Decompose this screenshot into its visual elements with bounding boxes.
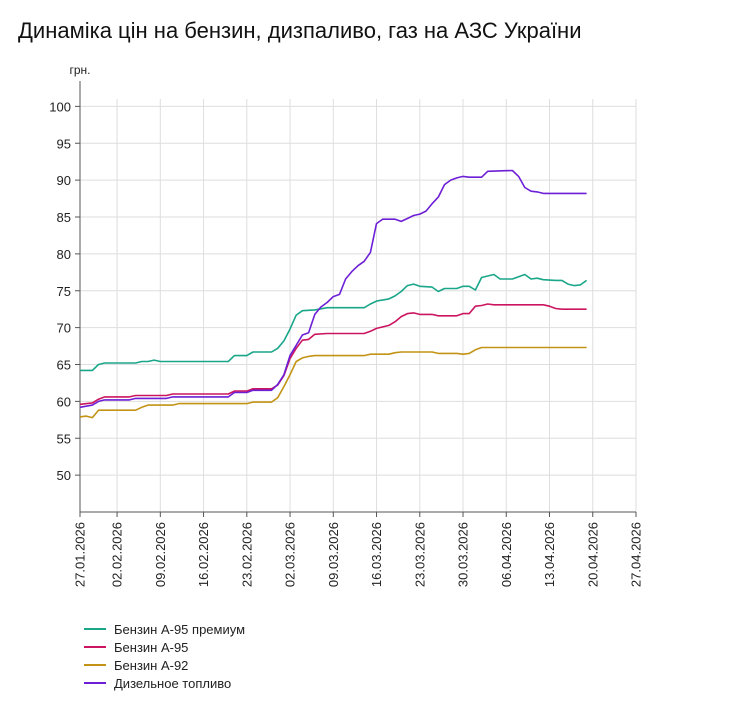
y-tick-label: 50 [57,468,71,483]
legend: Бензин А-95 премиум Бензин А-95 Бензин А-9… [84,620,245,692]
y-tick-label: 95 [57,136,71,151]
y-tick-label: 60 [57,394,71,409]
y-tick-label: 90 [57,173,71,188]
x-tick-label: 02.02.2026 [110,522,125,587]
x-tick-label: 23.03.2026 [412,522,427,587]
legend-label: Дизельное топливо [114,675,232,691]
y-tick-label: 100 [49,99,71,114]
series-line-3[interactable] [79,169,587,409]
y-tick-label: 55 [57,431,71,446]
legend-swatch [84,628,106,630]
y-tick-label: 75 [57,284,71,299]
legend-item[interactable]: Бензин А-92 [84,656,245,674]
x-tick-label: 16.02.2026 [196,522,211,587]
x-tick-label: 02.03.2026 [283,522,298,587]
legend-swatch [84,664,106,666]
y-unit-label: грн. [69,63,90,77]
y-tick-label: 85 [57,210,71,225]
x-tick-label: 20.04.2026 [585,522,600,587]
series-line-0[interactable] [80,273,588,372]
x-tick-label: 13.04.2026 [542,522,557,587]
series-line-1[interactable] [79,303,587,406]
series-lines [79,169,588,419]
legend-label: Бензин А-95 [114,639,189,655]
legend-item[interactable]: Бензин А-95 [84,638,245,656]
x-tick-label: 06.04.2026 [499,522,514,587]
line-chart: 50 55 60 65 70 75 80 85 90 95 100 27.01.2026 02.02.2… [49,63,643,587]
x-tick-label: 09.03.2026 [326,522,341,587]
legend-label: Бензин А-95 премиум [114,621,246,637]
x-tick-label: 23.02.2026 [239,522,254,587]
y-tick-label: 70 [57,321,71,336]
x-tick-label: 27.01.2026 [73,522,88,587]
axes: 50 55 60 65 70 75 80 85 90 95 100 27.01.2026 02.02.2… [49,63,643,587]
chart-title: Динаміка цін на бензин, дизпаливо, газ н… [18,18,582,43]
legend-item[interactable]: Дизельное топливо [84,674,245,692]
legend-swatch [84,682,106,684]
series-line-2[interactable] [79,346,587,419]
x-tick-label: 16.03.2026 [369,522,384,587]
x-tick-label: 09.02.2026 [153,522,168,587]
legend-swatch [84,646,106,648]
y-tick-label: 80 [57,247,71,262]
x-tick-label: 27.04.2026 [629,522,644,587]
x-tick-label: 30.03.2026 [456,522,471,587]
legend-item[interactable]: Бензин А-95 премиум [84,620,245,638]
legend-label: Бензин А-92 [114,657,189,673]
y-tick-label: 65 [57,358,71,373]
grid [79,99,637,512]
